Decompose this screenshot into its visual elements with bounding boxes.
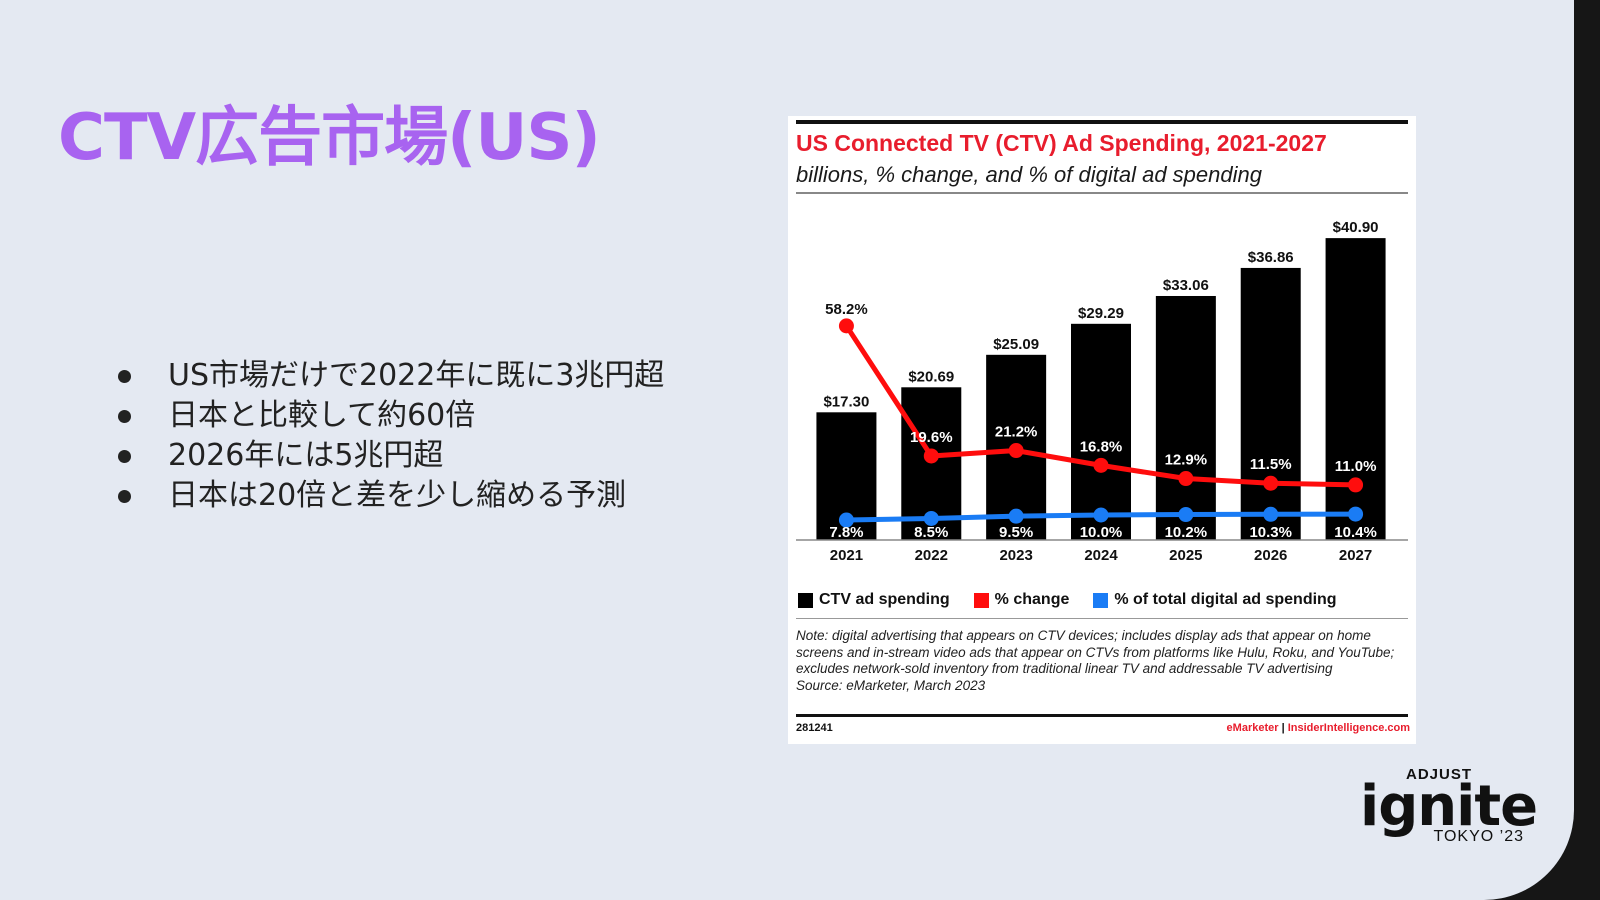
x-tick-label: 2021: [830, 547, 863, 564]
bullet-item: 2026年には5兆円超: [118, 436, 664, 476]
bar-value-label: $25.09: [993, 336, 1039, 353]
x-tick-label: 2027: [1339, 547, 1372, 564]
change-label: 19.6%: [910, 429, 953, 446]
share-point: [923, 510, 939, 526]
change-point: [1093, 457, 1109, 473]
share-point: [1008, 508, 1024, 524]
chart-plot: $17.30 $20.69 $25.09 $29.29 $33.06 $36.86 $40.…: [796, 219, 1408, 564]
change-point: [1178, 471, 1194, 487]
bullet-text: 日本は20倍と差を少し縮める予測: [168, 478, 627, 513]
x-tick-label: 2025: [1169, 547, 1202, 564]
bullet-text: US市場だけで2022年に既に3兆円超: [168, 358, 665, 393]
bar-value-label: $29.29: [1078, 305, 1124, 322]
chart-card: US Connected TV (CTV) Ad Spending, 2021-…: [788, 116, 1416, 744]
chart-note-rule: [796, 618, 1408, 619]
share-point: [838, 512, 854, 528]
legend-item-spending: CTV ad spending: [798, 591, 950, 609]
chart-bottom-rule: [796, 714, 1408, 717]
chart-title: US Connected TV (CTV) Ad Spending, 2021-…: [796, 130, 1327, 156]
x-tick-label: 2024: [1084, 547, 1118, 564]
bullet-dot: [118, 450, 131, 463]
logo-tokyo: TOKYO ’23: [1433, 828, 1524, 845]
bullet-text: 日本と比較して約60倍: [168, 398, 476, 433]
change-point: [1008, 443, 1024, 459]
legend-item-share: % of total digital ad spending: [1093, 591, 1337, 609]
page-title: CTV広告市場(US): [58, 101, 601, 175]
share-label: 10.0%: [1080, 524, 1123, 541]
bullet-dot: [118, 490, 131, 503]
bar-2027: [1325, 238, 1386, 540]
bar-value-label: $40.90: [1333, 219, 1379, 236]
change-point: [923, 448, 939, 464]
bar-2026: [1240, 267, 1301, 540]
change-label: 58.2%: [825, 301, 868, 318]
bar-value-label: $17.30: [823, 393, 869, 410]
chart-subtitle: billions, % change, and % of digital ad …: [796, 162, 1262, 187]
brand-insider-link[interactable]: InsiderIntelligence.com: [1287, 722, 1410, 734]
brand-separator: |: [1278, 722, 1288, 734]
bullet-list: US市場だけで2022年に既に3兆円超 日本と比較して約60倍 2026年には5…: [118, 356, 664, 516]
change-label: 16.8%: [1080, 438, 1123, 455]
bar-value-label: $33.06: [1163, 277, 1209, 294]
change-point: [1263, 475, 1279, 491]
chart-note: Note: digital advertising that appears o…: [796, 628, 1408, 694]
bullet-dot: [118, 370, 131, 383]
legend-swatch-red: [973, 592, 989, 608]
legend-label: % change: [994, 591, 1070, 608]
share-point: [1093, 507, 1109, 523]
adjust-ignite-logo: ADJUST ignite TOKYO ’23: [1360, 762, 1538, 852]
change-label: 12.9%: [1165, 452, 1208, 469]
change-label: 11.5%: [1250, 456, 1292, 473]
chart-legend: CTV ad spending % change % of total digi…: [798, 591, 1337, 609]
share-label: 10.4%: [1334, 524, 1377, 541]
x-tick-label: 2026: [1254, 547, 1287, 564]
bar-2024: [1071, 323, 1131, 540]
bullet-item: US市場だけで2022年に既に3兆円超: [118, 356, 664, 396]
chart-top-rule: [796, 120, 1408, 124]
legend-label: CTV ad spending: [819, 591, 950, 608]
note-text: Note: digital advertising that appears o…: [796, 628, 1395, 676]
share-point: [1178, 507, 1194, 523]
change-point: [1348, 477, 1364, 493]
source-text: Source: eMarketer, March 2023: [796, 677, 986, 693]
share-label: 10.2%: [1165, 524, 1208, 541]
x-tick-label: 2023: [999, 547, 1032, 564]
change-label: 21.2%: [995, 424, 1038, 441]
chart-brand: eMarketer | InsiderIntelligence.com: [1227, 722, 1410, 734]
logo-adjust: ADJUST: [1406, 766, 1473, 783]
chart-header-rule: [796, 192, 1408, 194]
legend-swatch-blue: [1093, 592, 1109, 608]
bullet-dot: [118, 410, 131, 423]
bar-value-label: $36.86: [1248, 249, 1294, 266]
share-point: [1348, 506, 1364, 522]
bar-2025: [1155, 295, 1216, 540]
share-label: 8.5%: [914, 524, 948, 541]
logo-ignite: ignite: [1360, 774, 1538, 839]
bullet-item: 日本は20倍と差を少し縮める予測: [118, 476, 664, 516]
change-label: 11.0%: [1335, 458, 1377, 475]
share-label: 7.8%: [829, 524, 863, 541]
share-point: [1263, 506, 1279, 522]
bullet-item: 日本と比較して約60倍: [118, 396, 664, 436]
bar-value-label: $20.69: [908, 368, 954, 385]
chart-id: 281241: [796, 722, 833, 734]
legend-label: % of total digital ad spending: [1114, 591, 1337, 608]
brand-emarketer: eMarketer: [1226, 722, 1279, 734]
bullet-text: 2026年には5兆円超: [168, 438, 444, 473]
change-point: [838, 318, 854, 334]
share-label: 10.3%: [1249, 524, 1292, 541]
share-label: 9.5%: [999, 524, 1033, 541]
legend-item-change: % change: [973, 591, 1070, 609]
x-tick-label: 2022: [915, 547, 948, 564]
legend-swatch-black: [798, 592, 813, 608]
